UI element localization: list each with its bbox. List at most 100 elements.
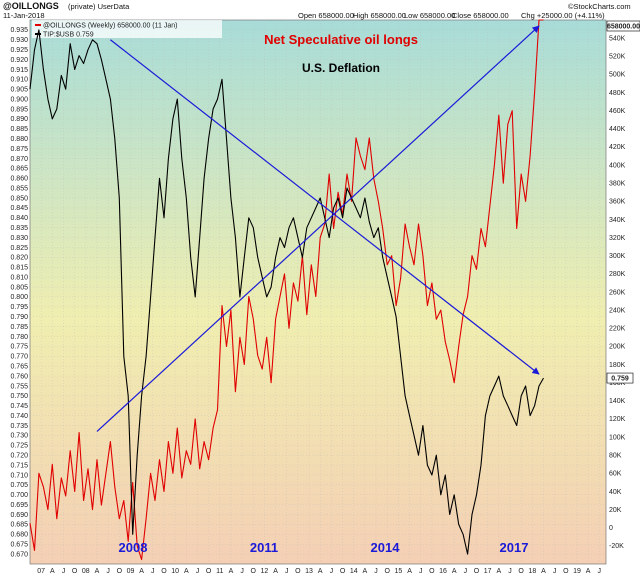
arrow-rising: [96, 25, 540, 432]
x-tick-label: 18: [528, 568, 536, 575]
left-tick-label: 0.870: [10, 156, 28, 163]
grid-lines: [30, 20, 606, 564]
left-tick-label: 0.715: [10, 462, 28, 469]
plot-area: [29, 19, 607, 565]
x-tick-label: A: [139, 568, 144, 575]
left-tick-label: 0.680: [10, 532, 28, 539]
x-tick-label: 11: [216, 568, 223, 575]
left-tick-label: 0.695: [10, 502, 28, 509]
right-tick-label: 320K: [609, 235, 626, 242]
left-tick-label: 0.775: [10, 344, 28, 351]
x-tick-label: 13: [305, 568, 313, 575]
chart-source: (private) UserData: [68, 2, 130, 11]
left-tick-label: 0.675: [10, 542, 28, 549]
left-tick-label: 0.790: [10, 314, 28, 321]
left-tick-label: 0.895: [10, 106, 28, 113]
x-tick-label: A: [229, 568, 234, 575]
x-tick-label: 12: [261, 568, 269, 575]
left-tick-label: 0.835: [10, 225, 28, 232]
year-label-2014: 2014: [371, 540, 401, 555]
right-tick-label: 220K: [609, 326, 626, 333]
x-tick-label: J: [285, 568, 289, 575]
annotations: Net Speculative oil longs U.S. Deflation…: [119, 32, 529, 555]
year-label-2017: 2017: [500, 540, 529, 555]
left-tick-label: 0.740: [10, 413, 28, 420]
right-tick-label: 520K: [609, 54, 626, 61]
x-tick-label: 16: [439, 568, 447, 575]
left-tick-label: 0.880: [10, 136, 28, 143]
left-tick-label: 0.845: [10, 205, 28, 212]
left-tick-label: 0.900: [10, 96, 28, 103]
x-tick-label: J: [196, 568, 200, 575]
x-tick-label: O: [251, 568, 257, 575]
left-tick-label: 0.885: [10, 126, 28, 133]
ohlc-open: Open 658000.00: [298, 11, 354, 20]
x-tick-label: 17: [484, 568, 492, 575]
left-tick-label: 0.705: [10, 482, 28, 489]
legend-oil: @OILLONGS (Weekly) 658000.00 (11 Jan): [43, 23, 177, 30]
left-tick-label: 0.710: [10, 472, 28, 479]
series-lines: [29, 19, 544, 561]
left-tick-label: 0.815: [10, 265, 28, 272]
left-tick-label: 0.850: [10, 195, 28, 202]
right-tick-label: 380K: [609, 181, 626, 188]
right-tick-label: 340K: [609, 217, 626, 224]
current-value-labels: 0.759 658000.00: [606, 20, 640, 384]
right-tick-label: 360K: [609, 199, 626, 206]
right-tick-label: 100K: [609, 434, 626, 441]
x-tick-label: O: [384, 568, 390, 575]
left-tick-label: 0.865: [10, 166, 28, 173]
left-tick-label: 0.690: [10, 512, 28, 519]
x-tick-label: O: [563, 568, 569, 575]
current-label-box-tip: [606, 372, 634, 384]
x-tick-label: J: [419, 568, 423, 575]
x-tick-label: O: [474, 568, 480, 575]
right-tick-label: 440K: [609, 126, 626, 133]
right-tick-label: 180K: [609, 362, 626, 369]
left-tick-label: 0.795: [10, 304, 28, 311]
left-tick-label: 0.830: [10, 235, 28, 242]
x-tick-label: J: [106, 568, 110, 575]
left-tick-label: 0.840: [10, 215, 28, 222]
right-tick-label: 500K: [609, 72, 626, 79]
left-tick-label: 0.920: [10, 57, 28, 64]
left-tick-label: 0.750: [10, 393, 28, 400]
x-tick-label: O: [161, 568, 167, 575]
left-tick-label: 0.875: [10, 146, 28, 153]
x-tick-label: J: [598, 568, 602, 575]
left-tick-label: 0.700: [10, 492, 28, 499]
x-tick-label: 14: [350, 568, 358, 575]
right-tick-label: 300K: [609, 253, 626, 260]
x-tick-label: 08: [82, 568, 90, 575]
left-tick-label: 0.670: [10, 551, 28, 558]
x-tick-label: A: [273, 568, 278, 575]
ohlc-low: Low 658000.00: [404, 11, 456, 20]
left-tick-label: 0.825: [10, 245, 28, 252]
year-label-2011: 2011: [250, 540, 278, 555]
right-tick-label: 200K: [609, 344, 626, 351]
brand-watermark: ©StockCharts.com: [568, 2, 631, 11]
right-tick-label: 0: [609, 525, 613, 532]
x-tick-label: J: [553, 568, 557, 575]
left-tick-label: 0.935: [10, 27, 28, 34]
x-tick-label: O: [340, 568, 346, 575]
left-tick-label: 0.765: [10, 363, 28, 370]
right-tick-label: -20K: [609, 543, 624, 550]
x-tick-label: J: [151, 568, 155, 575]
x-tick-label: J: [240, 568, 244, 575]
left-tick-label: 0.755: [10, 383, 28, 390]
x-tick-label: O: [206, 568, 212, 575]
right-tick-label: 480K: [609, 90, 626, 97]
chart-symbol: @OILLONGS: [3, 1, 59, 11]
left-tick-label: 0.890: [10, 116, 28, 123]
left-tick-label: 0.685: [10, 522, 28, 529]
annotation-net-speculative-oil-longs: Net Speculative oil longs: [264, 32, 418, 47]
x-tick-label: 07: [37, 568, 45, 575]
left-tick-label: 0.805: [10, 284, 28, 291]
x-tick-label: A: [452, 568, 457, 575]
left-tick-label: 0.930: [10, 37, 28, 44]
x-tick-label: J: [464, 568, 468, 575]
left-tick-label: 0.720: [10, 453, 28, 460]
x-tick-label: J: [508, 568, 512, 575]
